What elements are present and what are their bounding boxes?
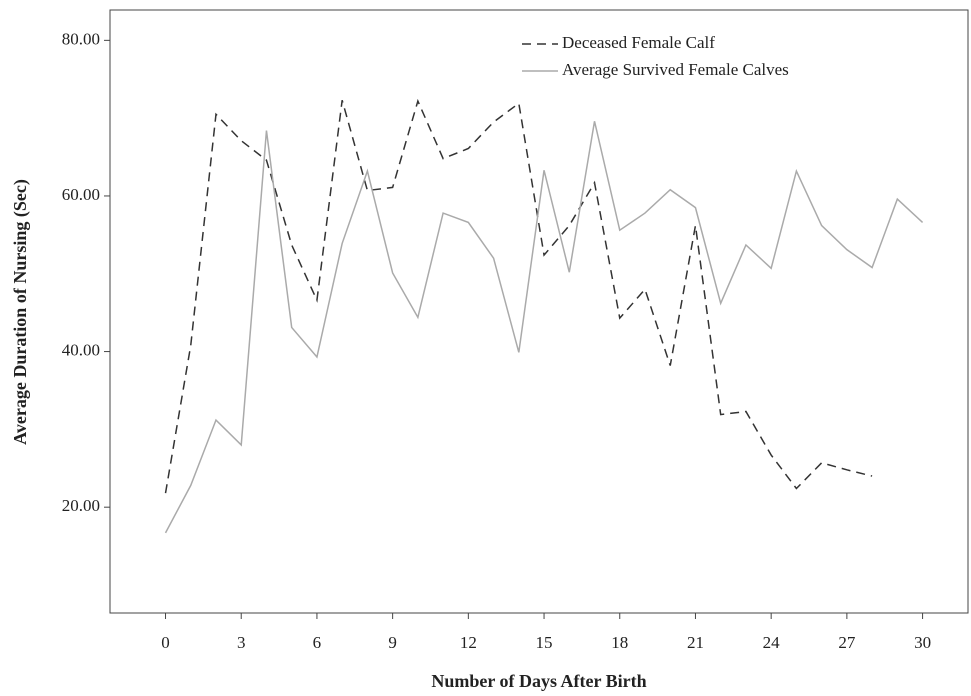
y-tick-label: 80.00 [62, 29, 100, 48]
y-tick-label: 40.00 [62, 340, 100, 359]
x-tick-label: 15 [536, 633, 553, 652]
x-axis-title: Number of Days After Birth [431, 671, 646, 691]
y-axis-title: Average Duration of Nursing (Sec) [10, 179, 31, 445]
y-tick-label: 60.00 [62, 185, 100, 204]
x-tick-label: 24 [763, 633, 781, 652]
x-tick-label: 27 [838, 633, 856, 652]
x-tick-label: 12 [460, 633, 477, 652]
line-series [164, 121, 924, 534]
x-tick-label: 18 [611, 633, 628, 652]
plot-frame [109, 9, 969, 614]
x-tick-label: 21 [687, 633, 704, 652]
x-tick-label: 3 [237, 633, 246, 652]
legend-label: Deceased Female Calf [562, 33, 715, 52]
x-tick-label: 0 [161, 633, 170, 652]
line-series [164, 98, 873, 494]
y-tick-label: 20.00 [62, 496, 100, 515]
x-tick-label: 9 [388, 633, 397, 652]
x-tick-label: 6 [313, 633, 322, 652]
x-tick-label: 30 [914, 633, 931, 652]
legend-label: Average Survived Female Calves [562, 60, 789, 79]
